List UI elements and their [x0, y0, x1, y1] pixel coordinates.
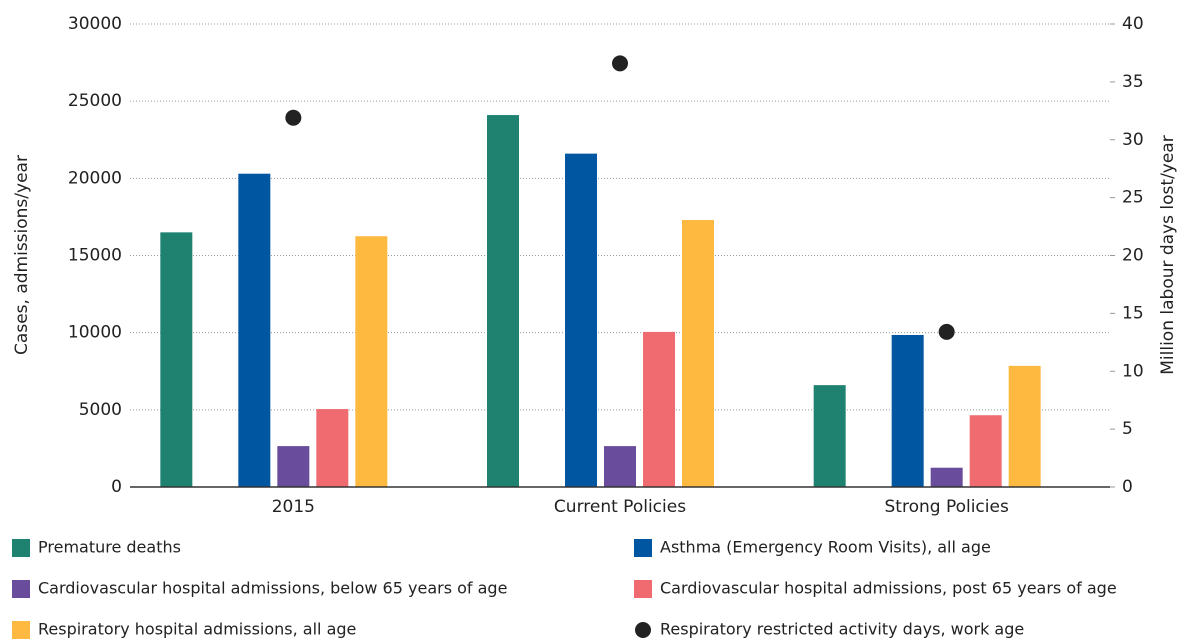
legend-swatch [634, 539, 652, 557]
dot [285, 109, 302, 126]
x-tick-label: Strong Policies [885, 497, 1009, 517]
legend-label: Cardiovascular hospital admissions, post… [660, 579, 1117, 598]
bar [160, 232, 193, 487]
y-tick-label: 0 [111, 477, 122, 497]
bar [316, 409, 349, 487]
bar [969, 415, 1002, 487]
y2-tick-label: 25 [1122, 188, 1144, 208]
y2-tick-label: 40 [1122, 14, 1144, 34]
y-tick-label: 25000 [68, 91, 122, 111]
y-tick-label: 15000 [68, 246, 122, 266]
y-tick-label: 5000 [79, 400, 122, 420]
y-tick-label: 30000 [68, 14, 122, 34]
y-axis-title: Cases, admissions/year [12, 155, 32, 355]
bar [565, 153, 597, 487]
dot [938, 323, 955, 340]
bar [930, 467, 963, 487]
bar [277, 446, 310, 487]
x-tick-label: 2015 [272, 497, 315, 517]
y-tick-label: 10000 [68, 323, 122, 343]
y2-tick-label: 5 [1122, 419, 1133, 439]
y2-tick-label: 20 [1122, 246, 1144, 266]
legend-swatch [12, 621, 30, 639]
legend-swatch [635, 622, 651, 638]
bar [1008, 365, 1041, 487]
y2-tick-label: 10 [1122, 361, 1144, 381]
legend-label: Cardiovascular hospital admissions, belo… [38, 579, 507, 598]
y-tick-label: 20000 [68, 168, 122, 188]
legend-swatch [12, 539, 30, 557]
y2-tick-label: 30 [1122, 130, 1144, 150]
legend-swatch [634, 580, 652, 598]
legend-label: Respiratory hospital admissions, all age [38, 620, 356, 639]
bar [487, 115, 519, 487]
legend-label: Premature deaths [38, 538, 181, 557]
y2-tick-label: 0 [1122, 477, 1133, 497]
legend-label: Respiratory restricted activity days, wo… [660, 620, 1024, 639]
dot [612, 55, 628, 72]
bar [682, 220, 714, 487]
legend-label: Asthma (Emergency Room Visits), all age [660, 538, 991, 557]
y2-tick-label: 35 [1122, 72, 1144, 92]
bar [604, 446, 636, 487]
bar [891, 334, 924, 487]
x-tick-label: Current Policies [554, 497, 686, 517]
legend-swatch [12, 580, 30, 598]
y2-axis-title: Million labour days lost/year [1158, 135, 1178, 374]
bar [643, 331, 675, 487]
bar [355, 236, 388, 487]
y2-tick-label: 15 [1122, 303, 1144, 323]
bar [813, 385, 846, 487]
bar [238, 173, 271, 487]
